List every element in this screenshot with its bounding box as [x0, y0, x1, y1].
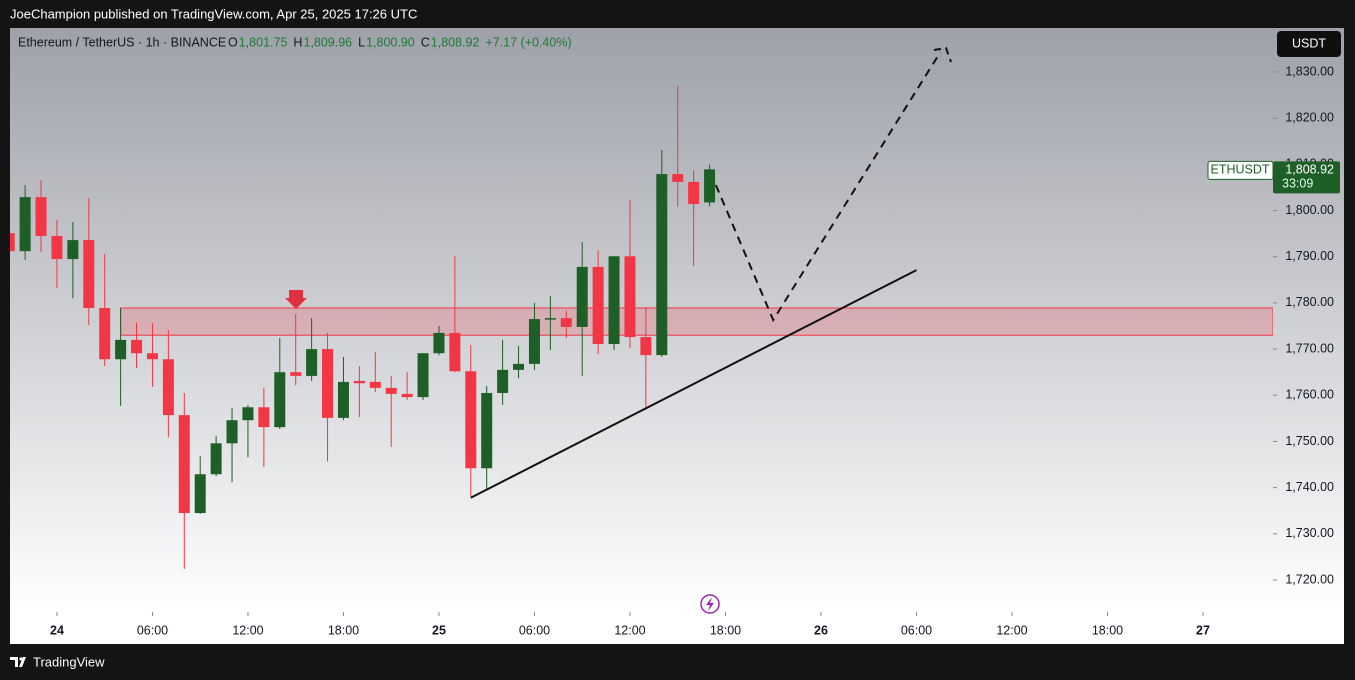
x-tick-label: 06:00 — [137, 623, 168, 637]
x-tick-label: 27 — [1196, 623, 1210, 637]
projection-path — [714, 51, 942, 323]
candle-body — [497, 369, 509, 393]
y-tick-label: 1,790.00 — [1285, 249, 1334, 263]
legend-key: C — [421, 35, 430, 49]
candle-body — [51, 235, 63, 260]
trendline — [470, 269, 917, 499]
candle-body — [131, 339, 143, 354]
y-tick-label: 1,820.00 — [1285, 110, 1334, 124]
y-tick-label: 1,750.00 — [1285, 434, 1334, 448]
candle-body — [242, 407, 254, 421]
candle-body — [337, 381, 349, 418]
brand: TradingView — [33, 654, 105, 669]
candle-body — [210, 443, 222, 475]
x-tick-label: 26 — [814, 623, 828, 637]
legend-key: L — [358, 35, 365, 49]
candle-body — [258, 407, 270, 428]
projection-arrowhead — [933, 46, 952, 63]
resistance-zone — [120, 307, 1273, 336]
candle-body — [162, 359, 174, 416]
candle-body — [544, 318, 556, 320]
logo — [10, 657, 26, 667]
candle-body — [672, 174, 684, 182]
candle-body — [385, 387, 397, 394]
candle-body — [353, 380, 365, 384]
x-tick-label: 12:00 — [996, 623, 1027, 637]
candle-body — [417, 353, 429, 398]
x-tick-label: 12:00 — [232, 623, 263, 637]
candle-body — [592, 266, 604, 345]
signal-arrow — [285, 290, 307, 309]
plot — [10, 85, 1273, 569]
candle-body — [481, 392, 493, 469]
candle-body — [608, 256, 620, 345]
currency-button-label[interactable]: USDT — [1292, 36, 1326, 50]
candle-body — [528, 319, 540, 364]
x-tick-label: 18:00 — [710, 623, 741, 637]
flash-icon[interactable] — [700, 594, 720, 614]
currency-button[interactable] — [1277, 31, 1341, 57]
y-tick-label: 1,780.00 — [1285, 295, 1334, 309]
y-tick-label: 1,830.00 — [1285, 64, 1334, 78]
candle-body — [576, 266, 588, 327]
x-tick-label: 18:00 — [328, 623, 359, 637]
change: +7.17 (+0.40%) — [485, 35, 571, 49]
y-tick-label: 1,730.00 — [1285, 526, 1334, 540]
publisher-line: JoeChampion published on TradingView.com… — [10, 6, 417, 21]
price-box — [1273, 161, 1340, 194]
candle-body — [513, 363, 525, 370]
candle-body — [67, 240, 79, 260]
x-tick-label: 25 — [432, 623, 446, 637]
legend-value: 1,801.75 — [239, 35, 288, 49]
legend-value: 1,808.92 — [431, 35, 480, 49]
x-tick-label: 12:00 — [614, 623, 645, 637]
candle-body — [83, 240, 95, 308]
legend-key: H — [293, 35, 302, 49]
candle-body — [369, 381, 381, 388]
symbol-tag: ETHUSDT — [1210, 163, 1269, 177]
candle-body — [194, 474, 206, 514]
x-tick-label: 18:00 — [1092, 623, 1123, 637]
x-tick-label: 06:00 — [519, 623, 550, 637]
candle-body — [688, 181, 700, 205]
chart-panel — [10, 28, 1344, 612]
candle-body — [433, 332, 445, 354]
candle-body — [401, 393, 413, 398]
price-label: 1,808.92 — [1285, 163, 1334, 177]
candle-body — [640, 337, 652, 356]
candle-body — [10, 233, 15, 252]
candle-body — [115, 339, 127, 360]
y-tick-label: 1,770.00 — [1285, 341, 1334, 355]
legend-key: O — [228, 35, 238, 49]
candle-body — [560, 318, 572, 327]
candle-body — [290, 372, 302, 376]
candle-body — [465, 371, 477, 469]
x-tick-label: 06:00 — [901, 623, 932, 637]
candle-body — [35, 197, 47, 236]
y-tick-label: 1,720.00 — [1285, 572, 1334, 586]
countdown: 33:09 — [1282, 177, 1313, 191]
legend-value: 1,809.96 — [303, 35, 352, 49]
candle-body — [146, 353, 158, 360]
legend-value: 1,800.90 — [366, 35, 415, 49]
time-axis — [10, 612, 1344, 644]
symbol-title: Ethereum / TetherUS · 1h · BINANCE — [18, 35, 226, 49]
x-tick-label: 24 — [50, 623, 64, 637]
candle-body — [226, 420, 238, 444]
candle-body — [274, 372, 286, 428]
candle-body — [449, 332, 461, 372]
candle-body — [306, 349, 318, 376]
candle-body — [624, 256, 636, 338]
candle-body — [656, 174, 668, 356]
candle-body — [322, 349, 334, 418]
candle-body — [704, 169, 716, 203]
candle-body — [99, 307, 111, 360]
y-tick-label: 1,800.00 — [1285, 203, 1334, 217]
candle-body — [178, 415, 190, 514]
y-tick-label: 1,740.00 — [1285, 480, 1334, 494]
candle-body — [19, 197, 31, 252]
y-tick-label: 1,760.00 — [1285, 388, 1334, 402]
